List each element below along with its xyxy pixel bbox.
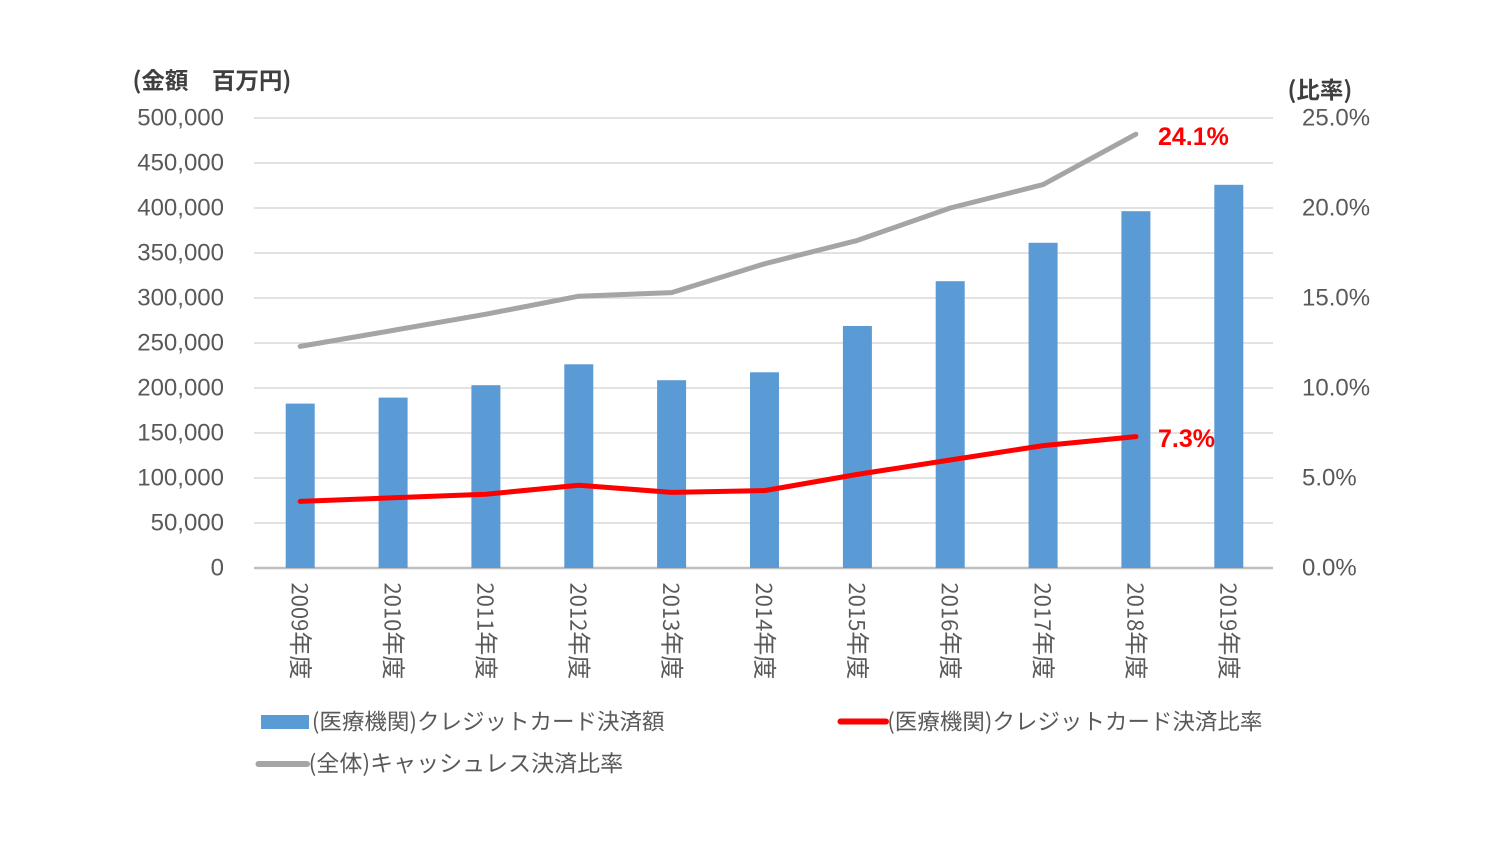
svg-text:15.0%: 15.0% [1302,285,1370,312]
svg-text:300,000: 300,000 [137,285,224,312]
svg-text:400,000: 400,000 [137,195,224,222]
svg-text:100,000: 100,000 [137,465,224,492]
svg-text:500,000: 500,000 [137,105,224,132]
svg-text:20.0%: 20.0% [1302,195,1370,222]
svg-text:7.3%: 7.3% [1158,425,1215,453]
svg-text:350,000: 350,000 [137,240,224,267]
svg-text:24.1%: 24.1% [1158,123,1229,151]
svg-text:50,000: 50,000 [151,510,224,537]
svg-text:250,000: 250,000 [137,330,224,357]
svg-text:0.0%: 0.0% [1302,555,1357,582]
svg-text:0: 0 [211,555,224,582]
svg-text:450,000: 450,000 [137,150,224,177]
svg-text:150,000: 150,000 [137,420,224,447]
svg-text:5.0%: 5.0% [1302,465,1357,492]
svg-text:200,000: 200,000 [137,375,224,402]
svg-text:10.0%: 10.0% [1302,375,1370,402]
svg-text:25.0%: 25.0% [1302,105,1370,132]
